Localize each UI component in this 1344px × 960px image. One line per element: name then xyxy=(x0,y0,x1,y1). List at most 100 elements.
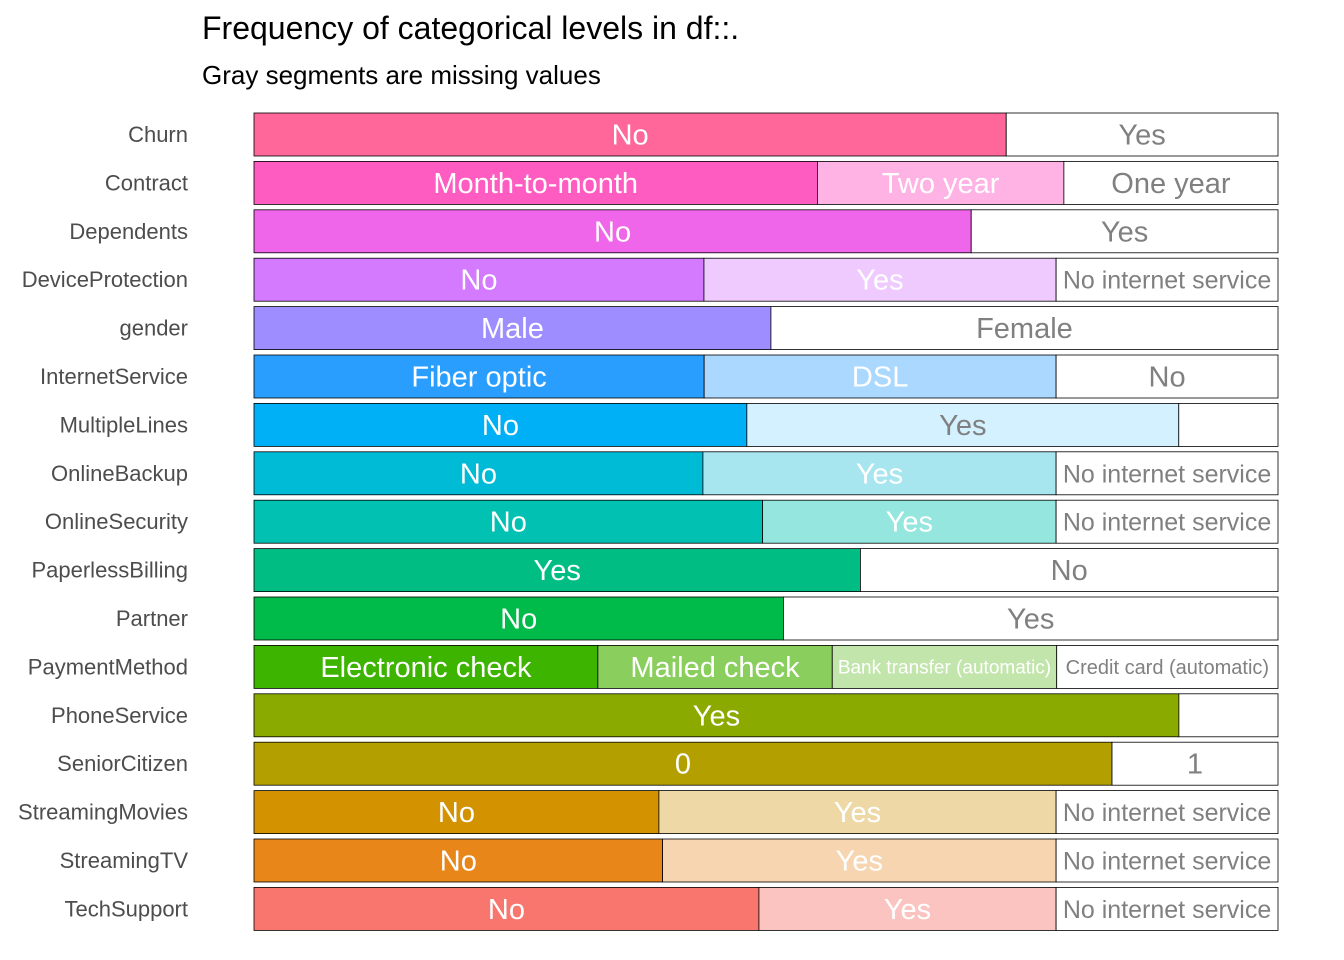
segment-label-onlinebackup-yes: Yes xyxy=(856,458,903,490)
segment-label-onlinesecurity-yes: Yes xyxy=(886,507,933,539)
bar-segment-contract-month-to-month xyxy=(253,160,818,205)
row-label-onlinesecurity: OnlineSecurity xyxy=(45,509,188,534)
bar-row-deviceprotection: DeviceProtection No Yes No internet service xyxy=(22,257,1279,302)
bar-segment-paymentmethod-mailed-check xyxy=(597,645,833,689)
row-label-paymentmethod: PaymentMethod xyxy=(28,654,188,679)
bar-segment-churn-yes xyxy=(1005,112,1279,157)
row-label-contract: Contract xyxy=(105,170,188,195)
bar-segment-contract-two-year xyxy=(817,160,1065,205)
segment-label-onlinesecurity-no: No xyxy=(490,507,527,539)
segment-label-streamingtv-no: No xyxy=(440,846,477,878)
bar-row-partner: Partner No Yes xyxy=(116,596,1279,641)
segment-label-techsupport-yes: Yes xyxy=(884,894,931,926)
row-label-onlinebackup: OnlineBackup xyxy=(51,461,188,486)
segment-label-paymentmethod-electronic-check: Electronic check xyxy=(320,652,532,684)
bar-segment-seniorcitizen-0 xyxy=(253,741,1113,786)
segment-label-deviceprotection-no: No xyxy=(460,265,497,297)
bar-segment-streamingmovies-no xyxy=(253,790,660,834)
bar-segment-multiplelines-blank xyxy=(1178,402,1279,447)
chart-subtitle: Gray segments are missing values xyxy=(202,60,601,90)
bar-segment-paymentmethod-electronic-check xyxy=(253,645,599,689)
bar-segment-churn-no xyxy=(253,112,1007,157)
segment-label-internetservice-dsl: DSL xyxy=(852,362,908,394)
segment-label-paperlessbilling-no: No xyxy=(1051,555,1088,587)
row-label-techsupport: TechSupport xyxy=(64,896,188,921)
row-label-phoneservice: PhoneService xyxy=(51,703,188,728)
segment-label-dependents-yes: Yes xyxy=(1101,216,1148,248)
bar-segment-phoneservice-blank xyxy=(1178,693,1279,738)
bar-row-internetservice: InternetService Fiber optic DSL No xyxy=(40,354,1279,399)
bar-segment-deviceprotection-no-internet-service xyxy=(1055,257,1279,302)
bar-segment-gender-male xyxy=(253,306,772,351)
row-label-churn: Churn xyxy=(128,122,188,147)
segment-label-internetservice-fiber-optic: Fiber optic xyxy=(411,362,546,394)
segment-label-streamingmovies-yes: Yes xyxy=(834,797,881,829)
segment-label-seniorcitizen-0: 0 xyxy=(675,749,691,781)
segment-label-paymentmethod-mailed-check: Mailed check xyxy=(630,652,800,684)
segment-label-deviceprotection-no-internet-service: No internet service xyxy=(1063,267,1271,295)
segment-label-dependents-no: No xyxy=(594,216,631,248)
bar-segment-onlinesecurity-no xyxy=(253,499,764,544)
segment-label-multiplelines-no: No xyxy=(482,410,519,442)
segment-label-partner-yes: Yes xyxy=(1007,604,1054,636)
segment-label-partner-no: No xyxy=(500,604,537,636)
bar-row-phoneservice: PhoneService Yes xyxy=(51,693,1279,738)
bar-segment-paperlessbilling-yes xyxy=(253,548,861,592)
bar-segment-streamingmovies-no-internet-service xyxy=(1055,790,1279,834)
bar-segment-streamingtv-no xyxy=(253,838,663,883)
bar-segment-techsupport-no xyxy=(253,887,760,931)
bar-segment-gender-female xyxy=(770,306,1279,351)
bar-segment-onlinesecurity-no-internet-service xyxy=(1055,499,1279,544)
bar-row-multiplelines: MultipleLines No Yes xyxy=(60,402,1279,447)
bar-row-streamingtv: StreamingTV No Yes No internet service xyxy=(60,838,1279,883)
segment-label-deviceprotection-yes: Yes xyxy=(856,265,903,297)
bar-row-churn: Churn No Yes xyxy=(128,112,1279,157)
bar-segment-partner-no xyxy=(253,596,784,641)
row-label-internetservice: InternetService xyxy=(40,364,188,389)
bar-segment-phoneservice-yes xyxy=(253,693,1180,738)
segment-label-gender-female: Female xyxy=(976,313,1073,345)
row-label-dependents: Dependents xyxy=(69,219,188,244)
bar-row-seniorcitizen: SeniorCitizen 0 1 xyxy=(57,741,1279,786)
bar-row-dependents: Dependents No Yes xyxy=(69,209,1279,254)
bar-segment-deviceprotection-no xyxy=(253,257,705,302)
bar-segment-onlinebackup-no-internet-service xyxy=(1055,451,1279,496)
bar-segment-dependents-no xyxy=(253,209,972,254)
segment-label-paperlessbilling-yes: Yes xyxy=(534,555,581,587)
segment-label-multiplelines-yes: Yes xyxy=(939,410,986,442)
bar-row-onlinebackup: OnlineBackup No Yes No internet service xyxy=(51,451,1279,496)
row-label-seniorcitizen: SeniorCitizen xyxy=(57,751,188,776)
segment-label-streamingmovies-no: No xyxy=(438,797,475,829)
segment-label-internetservice-no: No xyxy=(1149,362,1186,394)
segment-label-paymentmethod-bank-transfer-automatic: Bank transfer (automatic) xyxy=(838,657,1051,678)
bar-segment-dependents-yes xyxy=(970,209,1279,254)
bar-row-contract: Contract Month-to-month Two year One year xyxy=(105,160,1279,205)
bar-segment-contract-one-year xyxy=(1063,160,1279,205)
bar-segment-internetservice-no xyxy=(1055,354,1279,399)
segment-label-gender-male: Male xyxy=(481,313,544,345)
segment-label-churn-no: No xyxy=(612,120,649,152)
segment-label-streamingmovies-no-internet-service: No internet service xyxy=(1063,799,1271,827)
bar-segment-techsupport-yes xyxy=(758,887,1057,931)
segment-label-onlinebackup-no-internet-service: No internet service xyxy=(1063,460,1271,488)
bar-row-gender: gender Male Female xyxy=(119,306,1279,351)
bar-segment-paperlessbilling-no xyxy=(860,548,1279,592)
segment-label-streamingtv-yes: Yes xyxy=(836,846,883,878)
row-label-deviceprotection: DeviceProtection xyxy=(22,267,188,292)
row-label-gender: gender xyxy=(119,316,188,341)
row-label-partner: Partner xyxy=(116,606,188,631)
bar-row-paperlessbilling: PaperlessBilling Yes No xyxy=(31,548,1279,592)
bar-segment-paymentmethod-credit-card-automatic xyxy=(1056,645,1279,689)
row-label-paperlessbilling: PaperlessBilling xyxy=(31,558,188,583)
row-label-streamingtv: StreamingTV xyxy=(60,848,189,873)
segment-label-contract-two-year: Two year xyxy=(882,168,1000,200)
bar-segment-deviceprotection-yes xyxy=(703,257,1057,302)
row-label-streamingmovies: StreamingMovies xyxy=(18,800,188,825)
row-label-multiplelines: MultipleLines xyxy=(60,412,188,437)
segment-label-contract-one-year: One year xyxy=(1111,168,1231,200)
bar-segment-paymentmethod-bank-transfer-automatic xyxy=(831,645,1058,689)
bar-segment-onlinebackup-no xyxy=(253,451,704,496)
segment-label-onlinebackup-no: No xyxy=(460,458,497,490)
segment-label-streamingtv-no-internet-service: No internet service xyxy=(1063,848,1271,876)
